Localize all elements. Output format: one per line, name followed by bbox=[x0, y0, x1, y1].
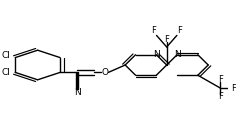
Text: F: F bbox=[232, 84, 236, 93]
Text: O: O bbox=[101, 68, 108, 77]
Text: N: N bbox=[174, 50, 181, 59]
Text: F: F bbox=[218, 75, 223, 84]
Text: Cl: Cl bbox=[1, 68, 10, 77]
Text: F: F bbox=[164, 35, 169, 44]
Text: F: F bbox=[151, 26, 156, 35]
Text: Cl: Cl bbox=[2, 51, 11, 60]
Text: N: N bbox=[153, 50, 160, 59]
Text: N: N bbox=[74, 89, 80, 98]
Text: F: F bbox=[177, 26, 182, 35]
Text: F: F bbox=[218, 92, 223, 101]
